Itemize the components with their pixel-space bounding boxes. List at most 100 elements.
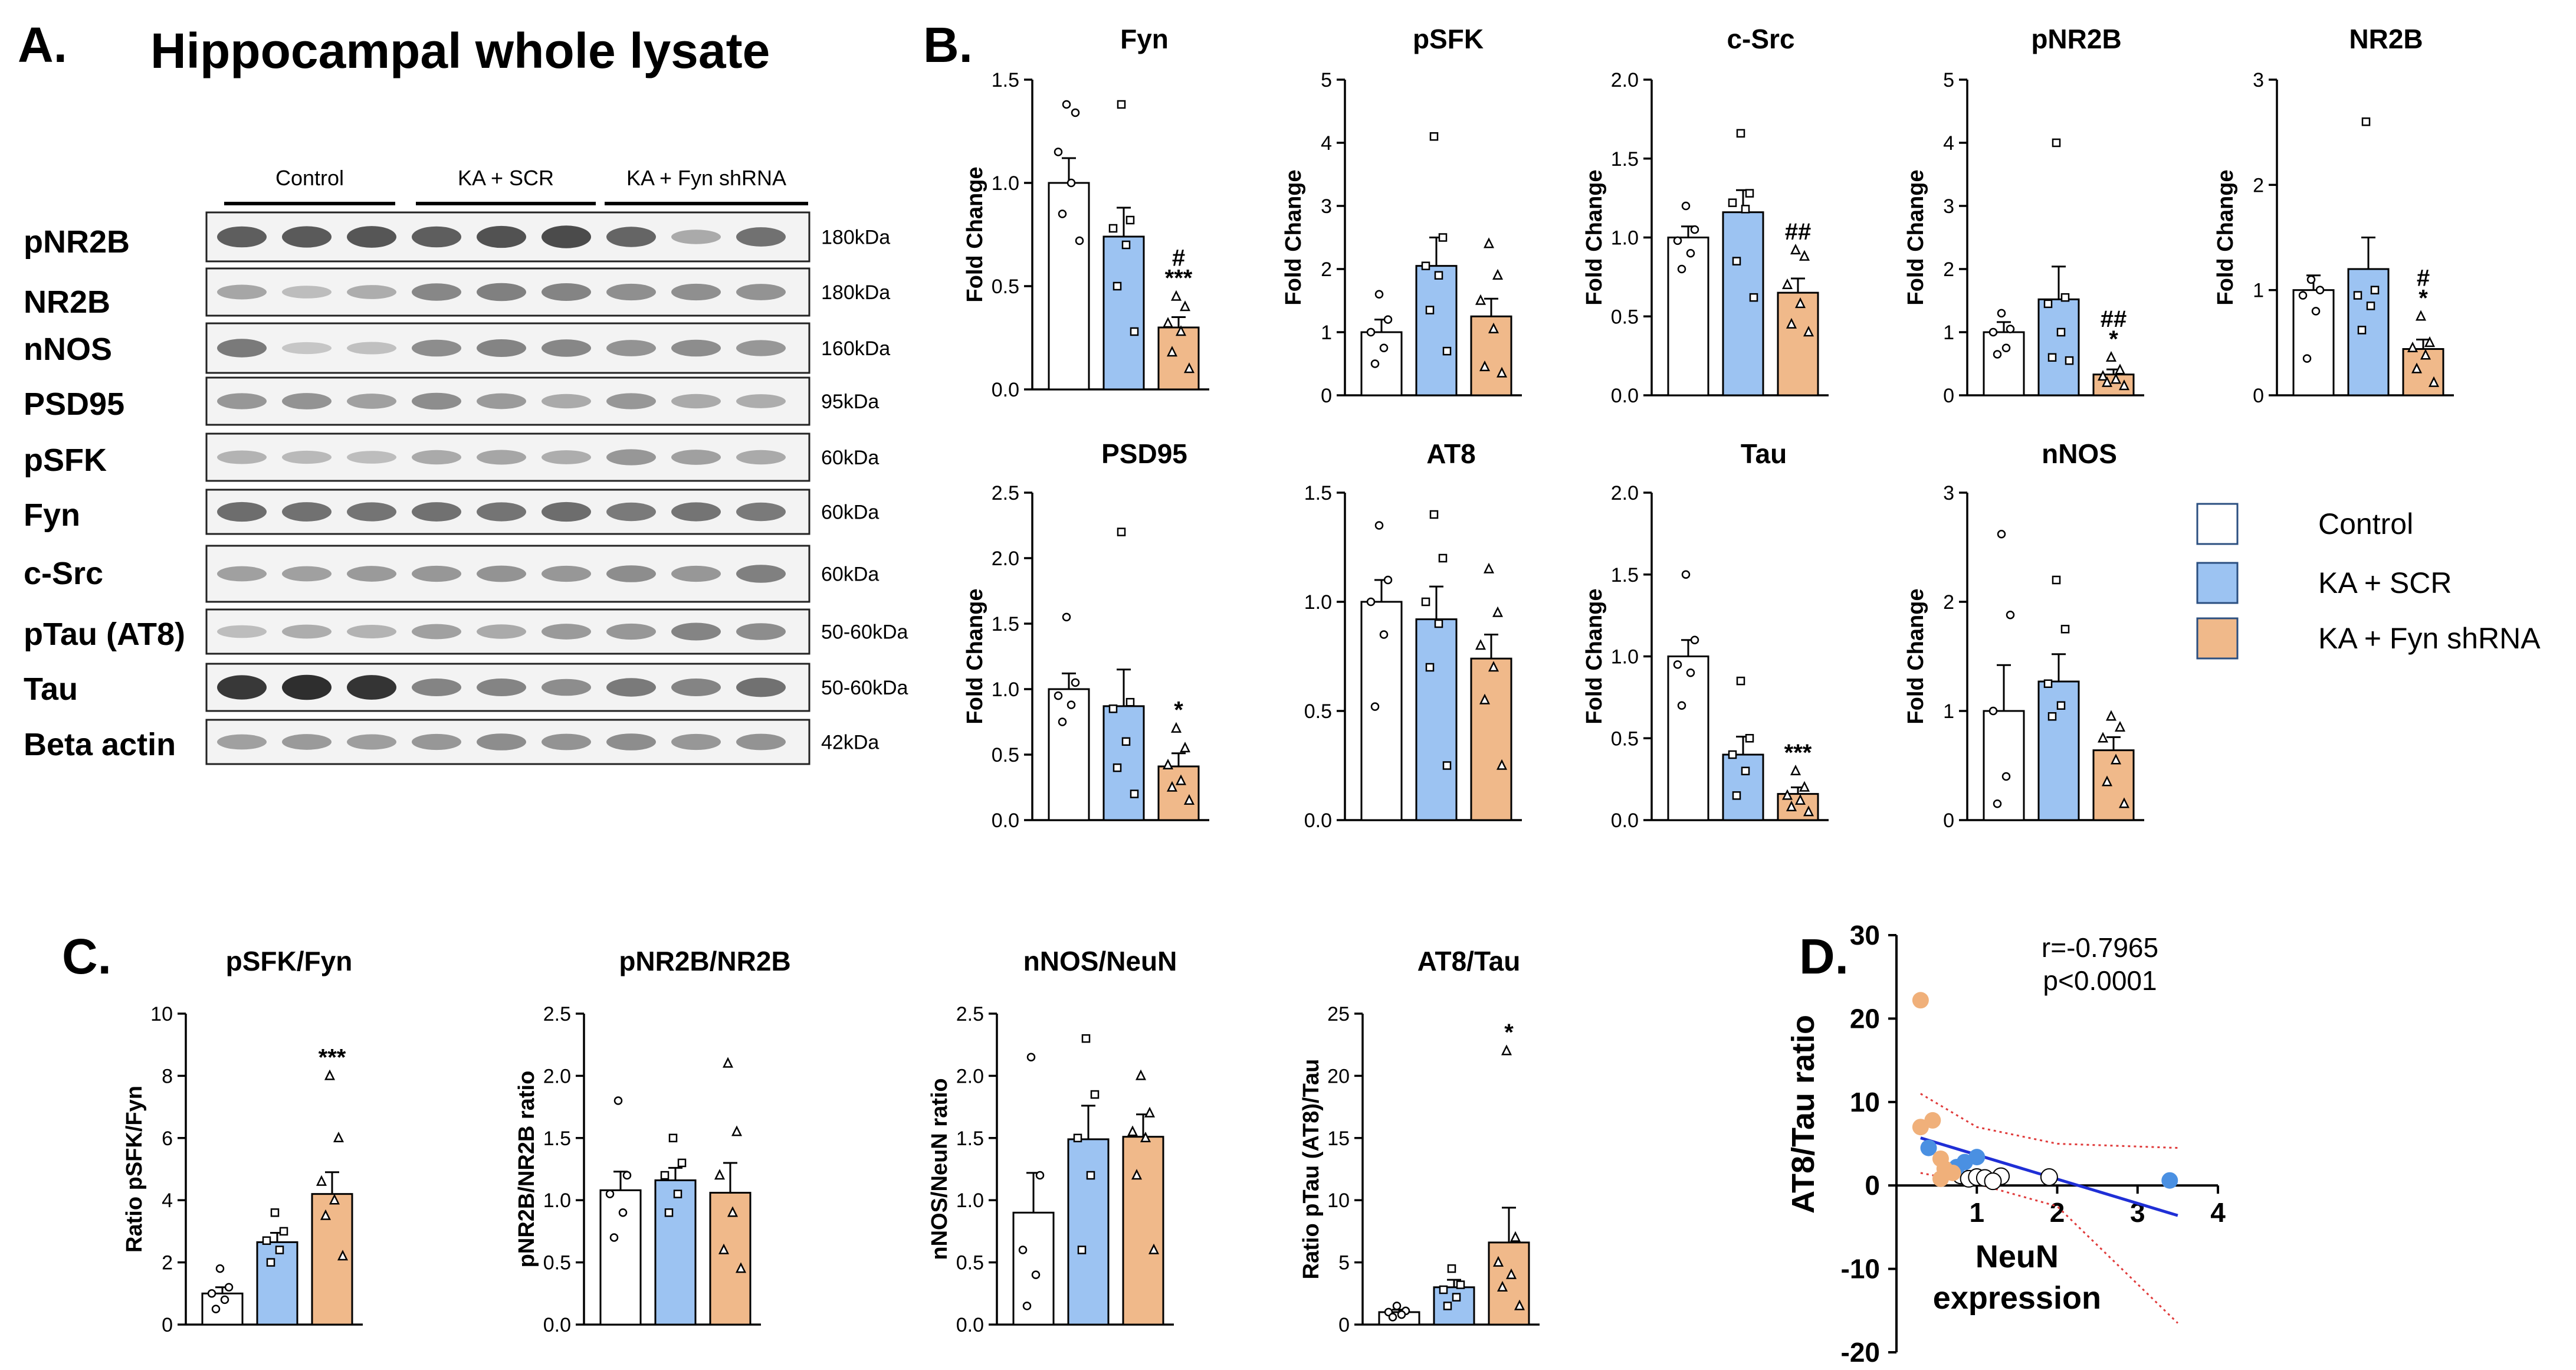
data-point [1058,209,1067,218]
data-point [1374,290,1384,299]
data-point [1443,1302,1452,1310]
y-tick-label: 1.5 [956,1128,984,1150]
blot-band [736,565,786,583]
data-point [1075,236,1084,245]
blot-band [347,394,396,409]
data-point [1113,763,1122,772]
panel-d-letter: D. [1799,929,1849,984]
data-point [1166,781,1178,792]
bar [1048,182,1090,391]
blot-label: Fyn [24,497,80,533]
correlation-p: p<0.0001 [2043,965,2157,996]
data-point [1117,100,1126,109]
x-axis-label: NeuN [1976,1239,2059,1274]
y-tick-label: 0.0 [992,809,1019,832]
legend-label: KA + SCR [2318,566,2452,599]
data-point [1392,1302,1402,1310]
blot-kda: 180kDa [821,281,890,304]
data-point [2065,356,2074,365]
data-point [2052,138,2061,148]
data-point [2366,301,2375,310]
blot-band [477,502,526,522]
data-point [316,1175,327,1186]
data-point [1062,100,1071,109]
data-point [664,1208,674,1217]
y-tick-label: 2.0 [956,1065,984,1087]
data-point [1144,1106,1156,1117]
blot-band [217,734,267,750]
blot-band [542,733,591,750]
blot-band [477,733,526,750]
chart-psd95: PSD95 0.0 0.5 1.0 1.5 2.0 2.5 Fold Change * [963,438,1209,832]
data-point [1483,237,1495,248]
blot-band [412,733,461,750]
data-point [1179,300,1191,312]
data-point [1681,201,1691,211]
y-axis-label: Fold Change [2213,169,2238,305]
y-axis-label: Fold Change [1281,169,1306,305]
significance-marker: *** [1784,740,1812,766]
y-tick-label: 1.0 [543,1189,571,1212]
y-tick-label: 0 [2253,385,2264,407]
y-tick-label: 0.5 [992,276,1019,298]
y-tick-label: 0.5 [543,1252,571,1274]
western-blot-panel: Control KA + SCR KA + Fyn shRNA pNR2B 180kDa… [24,166,908,765]
data-point [1108,704,1118,713]
data-point [1388,1313,1397,1322]
data-point [1054,691,1063,700]
data-point [668,1133,678,1143]
data-point [2056,327,2066,337]
blot-band [606,565,656,582]
blot-kda: 60kDa [821,502,879,524]
bar [2037,298,2080,396]
data-point [2118,797,2130,808]
blot-band [671,339,721,357]
data-point [1497,1280,1508,1292]
data-point [1447,1264,1456,1273]
data-point [1479,360,1491,372]
y-axis-label: Fold Change [1904,169,1928,305]
blot-group-label: KA + SCR [458,166,554,190]
blot-band [736,227,786,247]
scatter-point [1924,1112,1941,1129]
data-point [2110,373,2122,384]
bar [1722,211,1764,396]
y-tick-label: 1.5 [992,613,1019,635]
y-tick-label: 10 [1327,1189,1350,1212]
y-tick-label: 0.5 [992,744,1019,766]
y-tick-label: 1.5 [543,1128,571,1150]
blot-band [347,566,396,582]
data-point [2415,310,2427,321]
x-tick-label: 1 [1969,1197,1984,1228]
blot-group-label: Control [275,166,344,190]
data-point [1421,597,1430,607]
y-tick-label: 0.5 [1304,700,1332,723]
data-point [1456,1280,1465,1289]
y-tick-label: 2.5 [956,1003,984,1025]
y-axis-label: nNOS/NeuN ratio [927,1078,952,1260]
data-point [1509,1231,1521,1242]
data-point [2411,362,2423,373]
blot-label: c-Src [24,556,103,591]
chart-title: nNOS [2042,438,2117,469]
blot-band [542,565,591,582]
chart-pnr2b: pNR2B 0 1 2 3 4 5 Fold Change ##* [1904,24,2144,407]
bar [654,1179,697,1326]
y-tick-label: 1.5 [1611,148,1639,171]
chart-title: NR2B [2349,24,2423,54]
bar [1488,1241,1530,1326]
data-point [1179,742,1191,753]
data-point [2060,625,2070,634]
y-tick-label: 1 [1943,322,1954,344]
correlation-r: r=-0.7965 [2042,932,2158,963]
bar [1157,765,1200,821]
y-axis-label: Fold Change [1582,169,1607,305]
x-tick-label: 4 [2210,1197,2226,1228]
data-point [2001,772,2011,781]
data-point [1677,701,1686,710]
data-point [2114,720,2126,732]
legend-swatch [2196,503,2239,545]
data-point [1086,1171,1095,1180]
data-point [2407,341,2419,352]
